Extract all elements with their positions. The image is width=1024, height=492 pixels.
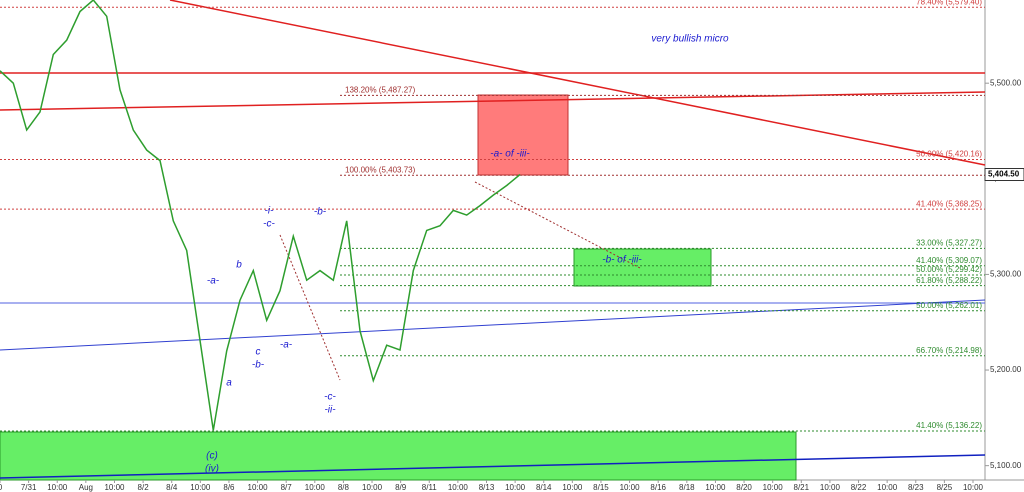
x-tick-label: 8/2: [138, 483, 150, 492]
x-tick-label: 10:00: [104, 483, 125, 492]
fib-label: 41.40% (5,136.22): [916, 421, 982, 430]
fib-label: 100.00% (5,403.73): [345, 165, 416, 174]
wave-label: -a-: [280, 340, 293, 351]
wave-label: (iv): [205, 464, 219, 475]
wave-label: -c-: [263, 219, 275, 230]
last-price-badge: [984, 168, 1024, 182]
wave-label: -b- of -iii-: [602, 255, 642, 266]
x-tick-label: 8/11: [422, 483, 438, 492]
x-tick-label: 10:00: [362, 483, 383, 492]
x-tick-label: 10:00: [877, 483, 898, 492]
x-tick-label: 8/20: [736, 483, 752, 492]
fib-label: 66.70% (5,214.98): [916, 346, 982, 355]
wave-label: -b-: [252, 360, 265, 371]
x-tick-label: 10:00: [963, 483, 984, 492]
fib-label: 50.00% (5,299.42): [916, 265, 982, 274]
x-tick-label: 10:00: [620, 483, 641, 492]
fib-label: 41.40% (5,368.25): [916, 199, 982, 208]
fib-label: 138.20% (5,487.27): [345, 85, 416, 94]
fib-label: 41.40% (5,309.07): [916, 256, 982, 265]
price-line: [0, 0, 521, 431]
x-tick-label: 8/15: [593, 483, 609, 492]
trend-line: [0, 454, 986, 479]
fib-label: 50.00% (5,262.01): [916, 301, 982, 310]
y-tick-label: 5,300.00: [990, 270, 1022, 279]
target-box-green: [573, 248, 712, 287]
x-tick-label: 10:00: [820, 483, 841, 492]
wave-label: c: [256, 347, 261, 358]
trend-line: [0, 299, 986, 351]
x-tick-label: 0: [0, 483, 3, 492]
wave-label: (c): [206, 451, 218, 462]
wave-label: -ii-: [324, 405, 336, 416]
x-tick-label: 8/16: [650, 483, 666, 492]
x-tick-label: 10:00: [705, 483, 726, 492]
trend-line: [169, 0, 986, 166]
x-tick-label: 8/23: [908, 483, 924, 492]
x-tick-label: 10:00: [763, 483, 784, 492]
last-price-label: 5,404.50: [988, 170, 1020, 179]
x-tick-label: 10:00: [47, 483, 68, 492]
x-tick-label: Aug: [79, 483, 93, 492]
wave-label: -a- of -iii-: [490, 149, 530, 160]
x-tick-label: 10:00: [505, 483, 526, 492]
y-tick-label: 5,500.00: [990, 78, 1022, 87]
x-tick-label: 8/18: [679, 483, 695, 492]
fib-label: 78.40% (5,579.40): [916, 0, 982, 6]
x-tick-label: 8/21: [794, 483, 810, 492]
x-tick-label: 8/7: [281, 483, 293, 492]
y-tick-label: 5,100.00: [990, 461, 1022, 470]
x-tick-label: 8/9: [395, 483, 407, 492]
x-tick-label: 10:00: [248, 483, 269, 492]
x-tick-label: 10:00: [562, 483, 583, 492]
fib-label: 50.00% (5,420.16): [916, 150, 982, 159]
x-tick-label: 8/25: [937, 483, 953, 492]
x-tick-label: 10:00: [305, 483, 326, 492]
y-tick-label: 5,200.00: [990, 365, 1022, 374]
wave-label: -i-: [265, 206, 275, 217]
wave-label: -a-: [207, 276, 220, 287]
x-tick-label: 8/13: [479, 483, 495, 492]
target-box-red: [477, 94, 569, 176]
fib-label: 61.80% (5,288.22): [916, 276, 982, 285]
wave-label: -c-: [324, 392, 336, 403]
wave-label: -b-: [314, 207, 327, 218]
support-box: [0, 431, 797, 481]
projection: [474, 181, 641, 269]
x-tick-label: 8/14: [536, 483, 552, 492]
wave-label: b: [236, 260, 242, 271]
x-tick-label: 8/4: [166, 483, 178, 492]
fib-label: 33.00% (5,327.27): [916, 238, 982, 247]
x-tick-label: 10:00: [190, 483, 211, 492]
x-tick-label: 8/22: [851, 483, 867, 492]
chart-title: very bullish micro: [651, 34, 729, 45]
x-tick-label: 8/8: [338, 483, 350, 492]
x-tick-label: 8/6: [223, 483, 235, 492]
x-tick-label: 7/31: [21, 483, 37, 492]
x-tick-label: 10:00: [448, 483, 469, 492]
wave-label: a: [226, 378, 232, 389]
